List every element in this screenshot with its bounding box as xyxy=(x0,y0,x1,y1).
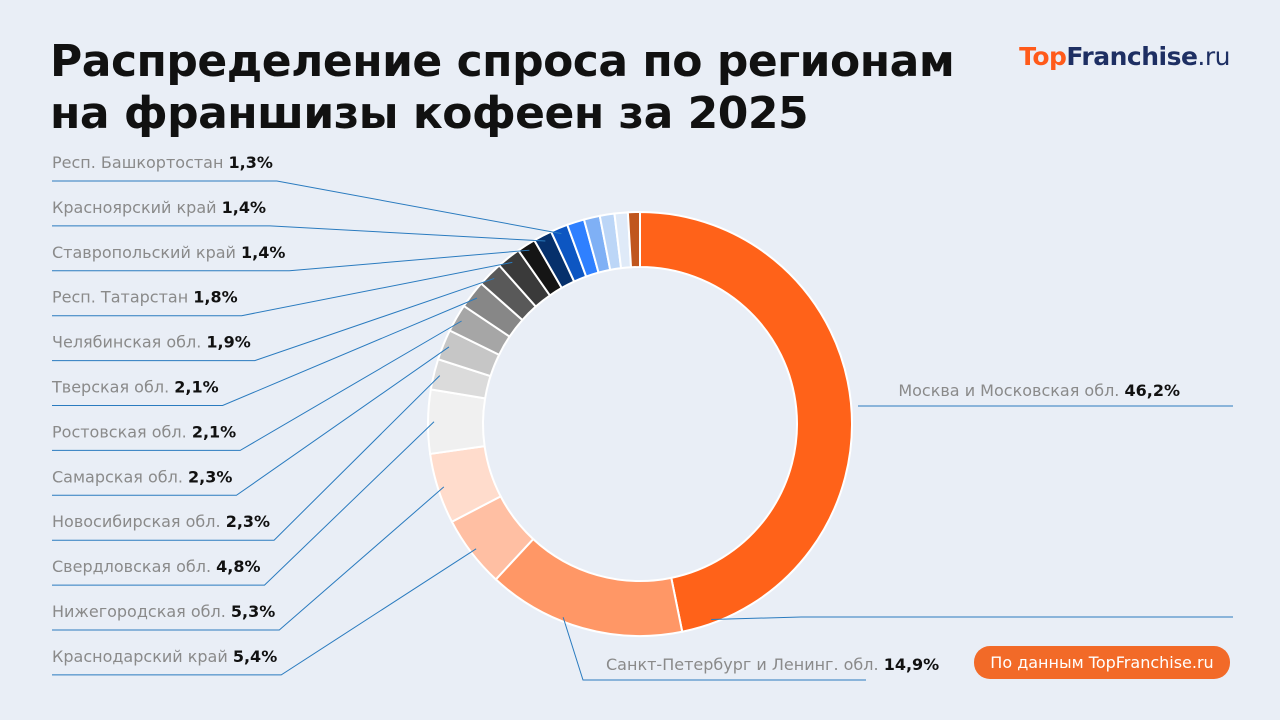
leader-line-свердловская-обл xyxy=(52,421,435,586)
leader-line-респ-татарстан xyxy=(52,261,513,317)
chart-leader-lines xyxy=(52,180,1233,681)
slice-label-свердловская-обл: Свердловская обл. 4,8% xyxy=(52,557,261,576)
leader-line-респ-башкортостан xyxy=(52,180,562,235)
title-line-1: Распределение спроса по регионам xyxy=(50,36,955,87)
brand-logo[interactable]: TopFranchise.ru xyxy=(1019,42,1230,71)
slice-label-самарская-обл: Самарская обл. 2,3% xyxy=(52,467,232,486)
slice-label-санкт-петербург-и-ленинг-обл: Санкт-Петербург и Ленинг. обл. 14,9% xyxy=(606,655,939,674)
donut-slice-свердловская-обл xyxy=(427,388,487,456)
logo-part-top: Top xyxy=(1019,42,1067,71)
chart-slices xyxy=(427,210,853,637)
donut-slice-unlabeled-18 xyxy=(626,210,641,269)
slice-label-тверская-обл: Тверская обл. 2,1% xyxy=(51,378,219,397)
slice-label-ставропольский-край: Ставропольский край 1,4% xyxy=(52,243,285,262)
slice-label-челябинская-обл: Челябинская обл. 1,9% xyxy=(52,333,251,352)
donut-slice-санкт-петербург-и-ленинг-обл xyxy=(494,537,684,637)
slice-label-респ-татарстан: Респ. Татарстан 1,8% xyxy=(52,288,238,307)
leader-line-челябинская-обл xyxy=(52,277,495,362)
leader-line-нижегородская-обл xyxy=(52,486,445,631)
leader-line-новосибирская-обл xyxy=(52,375,441,541)
page-title: Распределение спроса по регионам на фран… xyxy=(50,36,955,140)
slice-label-ростовская-обл: Ростовская обл. 2,1% xyxy=(52,422,236,441)
slice-label-респ-башкортостан: Респ. Башкортостан 1,3% xyxy=(52,153,273,172)
leader-line-красноярский-край xyxy=(52,225,546,242)
logo-part-franchise: Franchise xyxy=(1066,42,1198,71)
slice-label-нижегородская-обл: Нижегородская обл. 5,3% xyxy=(52,602,275,621)
leader-line-ставропольский-край xyxy=(52,249,530,272)
donut-slice-москва-и-московская-обл xyxy=(639,210,853,633)
leader-line-самарская-обл xyxy=(52,346,450,496)
leader-line-санкт-петербург-и-ленинг-обл xyxy=(562,617,866,681)
logo-part-domain: .ru xyxy=(1197,42,1230,71)
slice-label-краснодарский-край: Краснодарский край 5,4% xyxy=(52,647,277,666)
slice-label-красноярский-край: Красноярский край 1,4% xyxy=(52,198,266,217)
leader-line-тверская-обл xyxy=(52,297,478,406)
slice-label-новосибирская-обл: Новосибирская обл. 2,3% xyxy=(52,512,270,531)
leader-line-краснодарский-край xyxy=(52,548,477,676)
leader-line-moscow-lower xyxy=(711,616,1233,620)
title-line-2: на франшизы кофеен за 2025 xyxy=(50,88,809,139)
source-badge[interactable]: По данным TopFranchise.ru xyxy=(974,646,1230,679)
leader-line-ростовская-обл xyxy=(52,320,462,451)
slice-label-москва-и-московская-обл: Москва и Московская обл. 46,2% xyxy=(898,381,1180,400)
chart-labels: Респ. Башкортостан 1,3% Красноярский край… xyxy=(51,153,1180,674)
